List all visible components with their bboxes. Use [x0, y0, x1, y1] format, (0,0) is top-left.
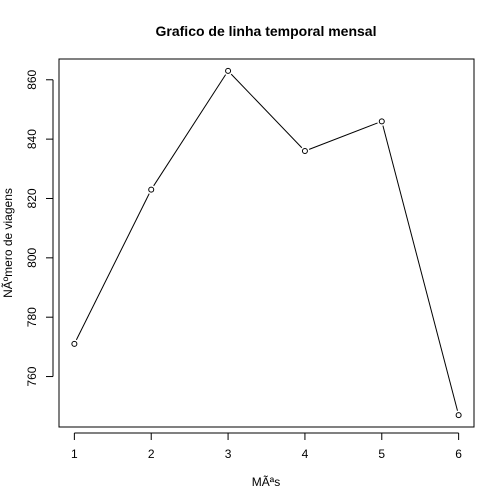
- y-tick-label: 760: [25, 366, 39, 386]
- x-tick-label: 3: [225, 447, 232, 461]
- y-tick-label: 860: [25, 69, 39, 89]
- x-tick-label: 2: [148, 447, 155, 461]
- y-tick-label: 780: [25, 307, 39, 327]
- data-point: [455, 412, 462, 419]
- y-tick-label: 820: [25, 188, 39, 208]
- data-point: [225, 67, 232, 74]
- x-tick-label: 4: [302, 447, 309, 461]
- y-axis-label: NÃºmero de viagens: [1, 188, 15, 298]
- data-point: [71, 340, 78, 347]
- line-segment: [153, 74, 227, 187]
- x-axis-label: MÃªs: [252, 475, 280, 489]
- x-tick-label: 1: [71, 447, 78, 461]
- x-axis: 1 2 3 4 5 6: [71, 432, 462, 461]
- line-segment: [382, 125, 458, 411]
- plot-frame: [58, 58, 475, 428]
- data-point: [301, 148, 308, 154]
- line-segment: [308, 122, 378, 150]
- y-tick-label: 840: [25, 129, 39, 149]
- y-axis: 760 780 800 820 840 860: [25, 69, 54, 387]
- line-segment: [75, 193, 150, 341]
- x-tick-label: 6: [455, 447, 462, 461]
- chart-title: Grafico de linha temporal mensal: [156, 23, 377, 39]
- data-point: [148, 186, 155, 193]
- line-segment: [230, 73, 303, 149]
- data-point: [378, 118, 385, 125]
- x-tick-label: 5: [378, 447, 385, 461]
- y-tick-label: 800: [25, 248, 39, 268]
- series-line: [71, 67, 462, 419]
